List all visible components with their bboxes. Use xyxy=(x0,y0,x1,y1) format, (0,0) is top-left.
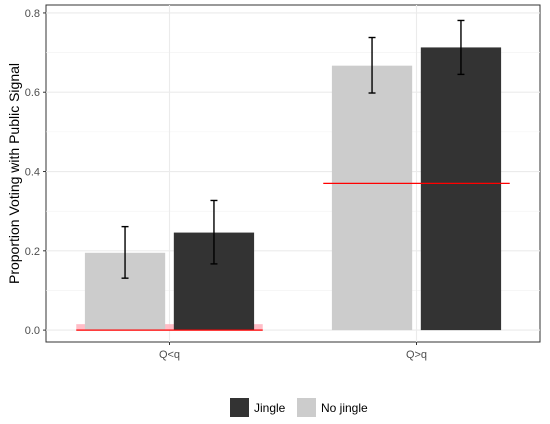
reference-lines xyxy=(76,182,510,331)
legend-key xyxy=(297,398,316,417)
y-tick-label: 0.8 xyxy=(25,8,40,20)
legend-label: No jingle xyxy=(321,401,368,415)
reference-band xyxy=(76,324,263,331)
bar-no-jingle-2 xyxy=(331,65,413,331)
legend-item: Jingle xyxy=(230,398,286,417)
legend-key xyxy=(230,398,249,417)
x-axis-ticks: Q<q Q>q xyxy=(159,342,427,361)
error-bar xyxy=(368,36,376,94)
x-tick-label: Q<q xyxy=(159,349,180,361)
error-bar xyxy=(121,225,129,279)
y-tick-label: 0.4 xyxy=(25,167,40,179)
error-bar xyxy=(457,19,465,76)
y-tick-label: 0.0 xyxy=(25,325,40,337)
error-bar xyxy=(210,199,218,265)
y-tick-label: 0.2 xyxy=(25,246,40,258)
legend: Jingle No jingle xyxy=(230,398,368,417)
legend-item: No jingle xyxy=(297,398,368,417)
x-tick-label: Q>q xyxy=(406,349,427,361)
bar-jingle-2 xyxy=(420,47,502,331)
legend-label: Jingle xyxy=(254,401,286,415)
reference-bands xyxy=(76,324,263,331)
y-axis-title: Proportion Voting with Public Signal xyxy=(6,63,22,284)
y-axis-ticks: 0.0 0.2 0.4 0.6 0.8 xyxy=(25,8,46,337)
y-tick-label: 0.6 xyxy=(25,87,40,99)
error-bars xyxy=(121,19,465,279)
